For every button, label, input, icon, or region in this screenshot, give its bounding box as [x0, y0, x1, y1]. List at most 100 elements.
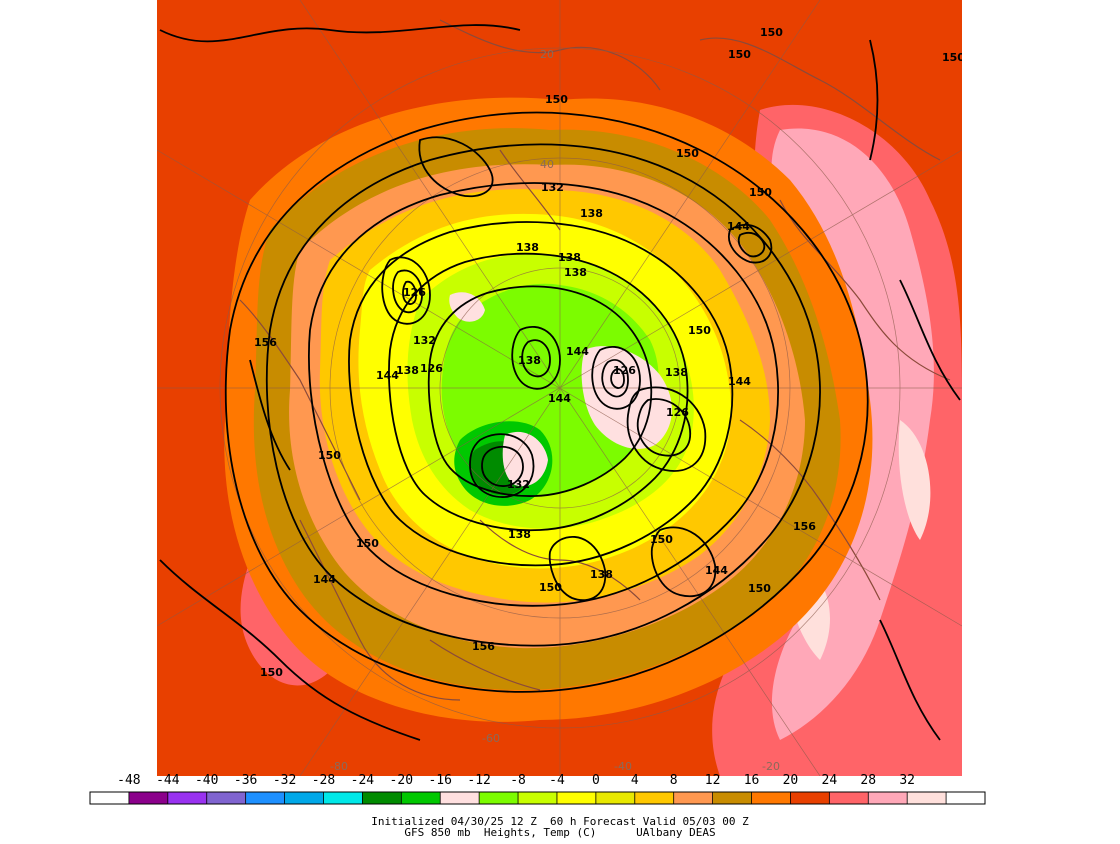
- colorbar-swatch: [790, 792, 830, 804]
- colorbar-tick-label: 24: [822, 773, 838, 788]
- colorbar-tick-label: -20: [390, 773, 413, 788]
- colorbar-swatch: [245, 792, 285, 804]
- contour-label: 138: [508, 528, 531, 541]
- contour-label: 150: [760, 26, 783, 39]
- contour-label: 150: [650, 533, 673, 546]
- colorbar-swatch: [440, 792, 480, 804]
- colorbar-swatch: [167, 792, 208, 804]
- contour-label: 150: [942, 51, 965, 64]
- colorbar-swatch: [128, 792, 169, 804]
- colorbar-swatch: [595, 792, 636, 804]
- lon-label: -40: [614, 760, 632, 773]
- contour-label: 126: [420, 362, 443, 375]
- contour-label: 138: [590, 568, 613, 581]
- contour-label: 150: [688, 324, 711, 337]
- lat-label: 20: [540, 48, 554, 61]
- colorbar-swatch: [712, 792, 752, 804]
- colorbar-tick-label: -28: [312, 773, 335, 788]
- contour-label: 150: [260, 666, 283, 679]
- contour-label: 144: [313, 573, 336, 586]
- contour-label: 138: [564, 266, 587, 279]
- contour-label: 138: [665, 366, 688, 379]
- colorbar-swatch: [907, 792, 947, 804]
- colorbar-swatch: [323, 792, 363, 804]
- colorbar-tick-label: -16: [428, 773, 451, 788]
- colorbar-tick-label: 28: [860, 773, 876, 788]
- colorbar: [89, 791, 986, 805]
- contour-label: 138: [558, 251, 581, 264]
- contour-label: 132: [541, 181, 564, 194]
- footer-line-2: GFS 850 mb Heights, Temp (C) UAlbany DEA…: [404, 826, 716, 839]
- footer-line-1: Initialized 04/30/25 12 Z 60 h Forecast …: [371, 815, 749, 828]
- contour-label: 138: [516, 241, 539, 254]
- contour-label: 144: [376, 369, 399, 382]
- colorbar-tick-label: -8: [510, 773, 526, 788]
- pale-cold-patch-west: [449, 292, 485, 322]
- contour-label: 144: [566, 345, 589, 358]
- contour-label: 156: [793, 520, 816, 533]
- colorbar-tick-label: -12: [467, 773, 490, 788]
- colorbar-tick-label: -48: [117, 773, 140, 788]
- contour-label: 150: [318, 449, 341, 462]
- colorbar-swatch: [90, 792, 130, 804]
- colorbar-tick-label: -36: [234, 773, 257, 788]
- colorbar-swatch: [206, 792, 246, 804]
- pale-pink-region-east: [789, 420, 931, 660]
- contour-label: 126: [613, 364, 636, 377]
- colorbar-tick-label: 4: [631, 773, 639, 788]
- colorbar-swatch: [556, 792, 597, 804]
- colorbar-tick-label: 0: [592, 773, 600, 788]
- contour-label: 144: [728, 375, 751, 388]
- contour-label: 144: [727, 220, 750, 233]
- lon-label: -20: [762, 760, 780, 773]
- contour-label: 138: [396, 364, 419, 377]
- contour-label: 138: [580, 207, 603, 220]
- contour-label: 150: [539, 581, 562, 594]
- height-contours: [159, 24, 961, 741]
- contour-label: 150: [728, 48, 751, 61]
- colorbar-swatch: [284, 792, 324, 804]
- contour-label: 150: [748, 582, 771, 595]
- colorbar-tick-label: -44: [156, 773, 180, 788]
- contour-label: 132: [507, 478, 530, 491]
- contour-label: 150: [356, 537, 379, 550]
- colorbar-tick-label: 16: [744, 773, 760, 788]
- colorbar-tick-label: 12: [705, 773, 721, 788]
- coastlines: [239, 19, 951, 701]
- colorbar-tick-label: 8: [670, 773, 678, 788]
- colorbar-swatch: [829, 792, 869, 804]
- colorbar-tick-label: -24: [351, 773, 375, 788]
- temperature-field: 150 150 150 150 150 150 150 150 150 150 …: [157, 0, 965, 776]
- colorbar-tick-label: 32: [899, 773, 915, 788]
- colorbar-tick-label: -4: [549, 773, 565, 788]
- lon-label: -80: [330, 760, 348, 773]
- colorbar-tick-label: -32: [273, 773, 296, 788]
- contour-label: 150: [545, 93, 568, 106]
- colorbar-swatch: [868, 792, 908, 804]
- contour-label: 156: [472, 640, 495, 653]
- pale-cold-patch-greenland: [502, 431, 548, 487]
- contour-label: 126: [403, 286, 426, 299]
- lat-lon-labels: 20 40 -80 -60 -40 -20: [330, 48, 780, 773]
- colorbar-swatch: [518, 792, 558, 804]
- lon-label: -60: [482, 732, 500, 745]
- colorbar-tick-labels: -48 -44 -40 -36 -32 -28 -24 -20 -16 -12 -8 -4 0 4 8 12 1…: [117, 773, 915, 788]
- colorbar-outline: [89, 791, 986, 805]
- contour-label: 150: [749, 186, 772, 199]
- contour-label: 132: [413, 334, 436, 347]
- colorbar-tick-label: 20: [783, 773, 799, 788]
- contour-label: 150: [676, 147, 699, 160]
- contour-label: 144: [705, 564, 728, 577]
- contour-labels: 150 150 150 150 150 150 150 150 150 150 …: [254, 26, 965, 679]
- colorbar-swatch: [362, 792, 402, 804]
- colorbar-swatch: [401, 792, 441, 804]
- contour-label: 144: [548, 392, 571, 405]
- graticule: [157, 0, 962, 776]
- colorbar-swatch: [946, 792, 986, 804]
- colorbar-swatch: [479, 792, 519, 804]
- colorbar-tick-label: -40: [195, 773, 218, 788]
- contour-label: 126: [666, 406, 689, 419]
- colorbar-swatch: [673, 792, 713, 804]
